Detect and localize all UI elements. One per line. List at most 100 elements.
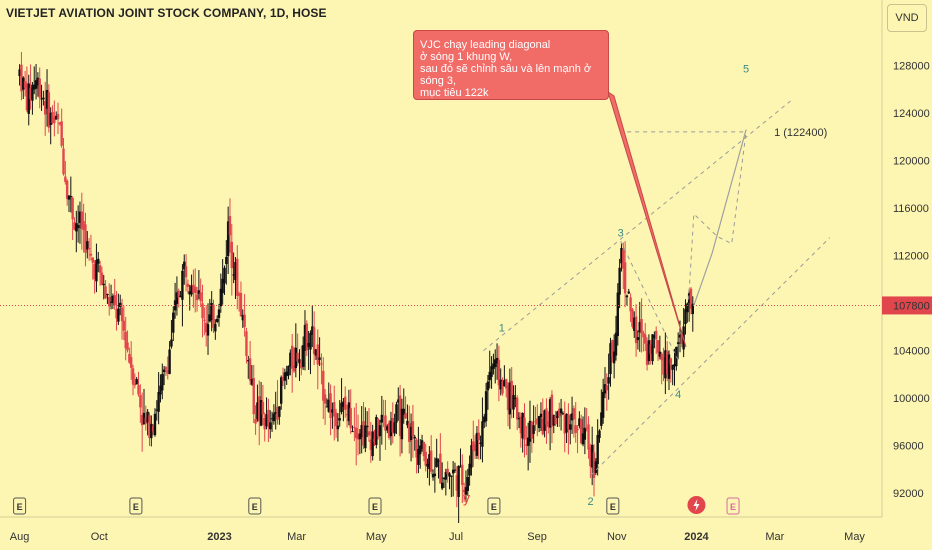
candle-body bbox=[656, 340, 660, 353]
candle-body bbox=[67, 195, 71, 200]
candle-body bbox=[686, 303, 689, 313]
candle-body bbox=[611, 340, 614, 358]
candle-body bbox=[272, 413, 276, 422]
candle-body bbox=[283, 372, 287, 381]
earnings-marker[interactable] bbox=[487, 497, 501, 515]
channel-lower-line bbox=[590, 237, 831, 476]
candle-body bbox=[270, 418, 274, 420]
candle-body bbox=[541, 418, 544, 435]
candle-body bbox=[598, 430, 601, 438]
candle-body bbox=[684, 309, 687, 325]
earnings-marker-label: E bbox=[610, 502, 616, 512]
candle-body bbox=[669, 358, 673, 365]
candle-body bbox=[248, 358, 252, 381]
candle-body bbox=[653, 335, 656, 338]
wave-label-3: 3 bbox=[618, 228, 624, 240]
candle-body bbox=[64, 176, 67, 182]
candle-body bbox=[214, 323, 217, 332]
candle-body bbox=[199, 292, 202, 302]
callout-annotation[interactable]: VJC chạy leading diagonal ở sóng 1 khung… bbox=[413, 30, 609, 100]
earnings-marker[interactable] bbox=[606, 497, 620, 515]
candle-body bbox=[106, 294, 109, 296]
earnings-marker[interactable] bbox=[368, 497, 382, 515]
y-tick-label: 116000 bbox=[893, 203, 929, 215]
candle-body bbox=[419, 445, 422, 455]
candle-body bbox=[464, 487, 468, 495]
x-tick-label: Oct bbox=[91, 531, 108, 543]
candle-body bbox=[620, 247, 623, 264]
wave-overlay: 1 (122400) 1 2 3 4 5 y bbox=[0, 63, 882, 508]
candle-body bbox=[243, 314, 246, 328]
candle-body bbox=[31, 84, 34, 101]
candle-body bbox=[223, 267, 226, 284]
candle-body bbox=[65, 180, 69, 199]
candle-body bbox=[210, 303, 213, 321]
candle-body bbox=[166, 370, 169, 374]
candle-body bbox=[378, 425, 382, 437]
earnings-marker[interactable] bbox=[129, 497, 143, 515]
candle-body bbox=[618, 267, 621, 295]
candle-body bbox=[512, 395, 515, 410]
candle-body bbox=[274, 412, 277, 414]
candle-body bbox=[468, 463, 471, 476]
candle-body bbox=[203, 319, 206, 321]
candle-body bbox=[239, 292, 243, 317]
candle-body bbox=[601, 391, 605, 418]
candle-body bbox=[481, 421, 484, 447]
earnings-marker[interactable] bbox=[13, 497, 27, 515]
x-tick-label: Aug bbox=[10, 531, 30, 543]
candle-body bbox=[175, 292, 179, 305]
earnings-marker-label: E bbox=[491, 502, 497, 512]
candle-body bbox=[269, 422, 272, 430]
candle-body bbox=[124, 331, 127, 349]
candle-body bbox=[483, 416, 486, 423]
candle-body bbox=[133, 384, 137, 386]
candle-body bbox=[53, 117, 56, 124]
candle-body bbox=[157, 391, 160, 412]
candle-body bbox=[29, 87, 32, 100]
earnings-marker[interactable] bbox=[726, 497, 740, 515]
candle-body bbox=[95, 260, 98, 282]
candle-body bbox=[128, 354, 131, 363]
candle-body bbox=[36, 77, 40, 86]
candle-body bbox=[466, 477, 469, 492]
candle-body bbox=[576, 429, 579, 431]
candle-body bbox=[22, 77, 25, 90]
earnings-marker-label: E bbox=[17, 502, 23, 512]
candle-body bbox=[395, 404, 398, 423]
candle-body bbox=[318, 357, 321, 360]
candle-body bbox=[634, 316, 638, 344]
candle-body bbox=[113, 295, 116, 306]
candle-body bbox=[250, 379, 254, 385]
candle-body bbox=[539, 413, 543, 418]
earnings-marker-label: E bbox=[372, 502, 378, 512]
lightning-icon bbox=[693, 499, 700, 511]
candle-body bbox=[446, 468, 449, 475]
candle-body bbox=[408, 423, 411, 442]
y-tick-label: 100000 bbox=[893, 393, 930, 405]
candle-body bbox=[278, 406, 281, 417]
candle-body bbox=[689, 288, 693, 309]
candle-body bbox=[42, 97, 45, 100]
candle-body bbox=[603, 384, 607, 394]
candle-body bbox=[27, 83, 30, 114]
candle-body bbox=[651, 334, 654, 362]
candle-body bbox=[349, 408, 352, 429]
candle-body bbox=[490, 366, 493, 377]
candle-body bbox=[228, 216, 232, 236]
candle-body bbox=[543, 410, 546, 431]
candle-body bbox=[34, 80, 38, 89]
candle-body bbox=[691, 303, 694, 315]
candle-body bbox=[333, 402, 336, 417]
candle-body bbox=[547, 421, 550, 428]
candle-body bbox=[362, 421, 365, 446]
candle-body bbox=[256, 402, 259, 420]
candle-body bbox=[342, 401, 345, 407]
candle-body bbox=[570, 413, 574, 421]
candle-body bbox=[462, 489, 466, 493]
candle-body bbox=[442, 477, 446, 480]
earnings-marker[interactable] bbox=[248, 497, 262, 515]
currency-button[interactable]: VND bbox=[887, 4, 927, 32]
candle-body bbox=[495, 357, 499, 364]
candle-body bbox=[398, 395, 402, 437]
